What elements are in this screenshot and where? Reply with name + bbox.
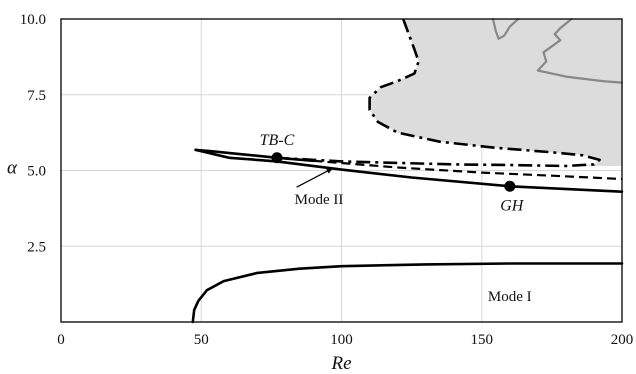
marker-label: TB-C: [260, 132, 295, 149]
y-tick-label: 7.5: [27, 88, 46, 104]
x-tick-label: 200: [611, 332, 634, 348]
y-tick-label: 2.5: [27, 239, 46, 255]
markers: [271, 152, 516, 192]
marker-point: [504, 180, 516, 192]
marker-point: [271, 152, 283, 164]
y-tick-label: 10.0: [20, 12, 46, 28]
marker-label: GH: [500, 197, 525, 214]
x-tick-label: 150: [471, 332, 494, 348]
series-line-5: [491, 17, 520, 40]
x-axis-label: Re: [330, 353, 351, 374]
labels: TB-C GH Mode II Mode I: [260, 132, 532, 305]
shaded-region: [369, 19, 622, 166]
unstable-region-shade: [369, 19, 622, 166]
series-line-0: [191, 262, 624, 324]
y-axis-label: α: [7, 158, 18, 179]
axes: 0 50 100 150 200 2.5 5.0 7.5 10.0 Re α: [7, 12, 633, 374]
plot-frame: [60, 18, 623, 323]
x-tick-label: 50: [194, 332, 209, 348]
series-line-4: [276, 18, 601, 168]
x-tick-label: 100: [330, 332, 353, 348]
annotation-text: Mode II: [295, 192, 344, 208]
annotation-arrowhead: [326, 168, 334, 174]
series-line-6: [536, 17, 624, 84]
series-line-3: [313, 159, 623, 181]
annotation-text: Mode I: [488, 289, 532, 305]
annotation-arrow: [296, 167, 334, 188]
y-tick-label: 5.0: [27, 164, 46, 180]
x-tick-label: 0: [57, 332, 65, 348]
